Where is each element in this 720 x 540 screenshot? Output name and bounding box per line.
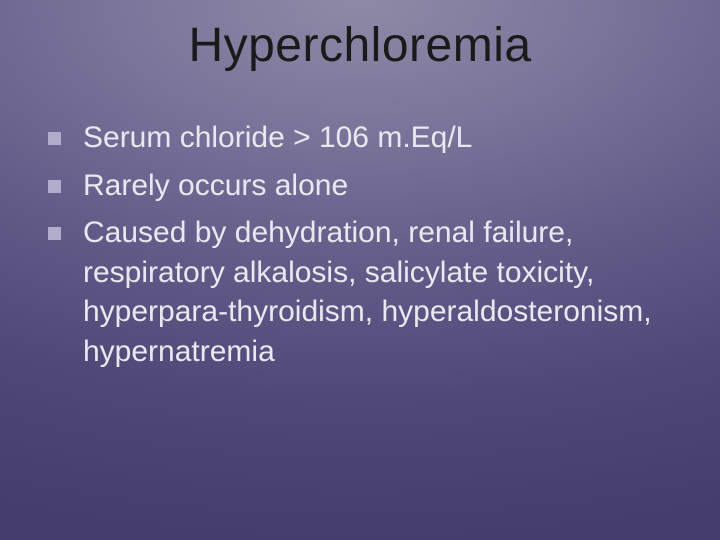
list-item: Rarely occurs alone (48, 166, 680, 206)
list-item: Caused by dehydration, renal failure, re… (48, 213, 680, 371)
bullet-text: Rarely occurs alone (83, 166, 680, 206)
bullet-text: Serum chloride > 106 m.Eq/L (83, 118, 680, 158)
bullet-square-icon (48, 180, 61, 193)
list-item: Serum chloride > 106 m.Eq/L (48, 118, 680, 158)
bullet-square-icon (48, 227, 61, 240)
bullet-text: Caused by dehydration, renal failure, re… (83, 213, 680, 371)
bullet-square-icon (48, 132, 61, 145)
slide: Hyperchloremia Serum chloride > 106 m.Eq… (0, 0, 720, 540)
slide-body: Serum chloride > 106 m.Eq/L Rarely occur… (48, 118, 680, 380)
slide-title: Hyperchloremia (0, 18, 720, 73)
